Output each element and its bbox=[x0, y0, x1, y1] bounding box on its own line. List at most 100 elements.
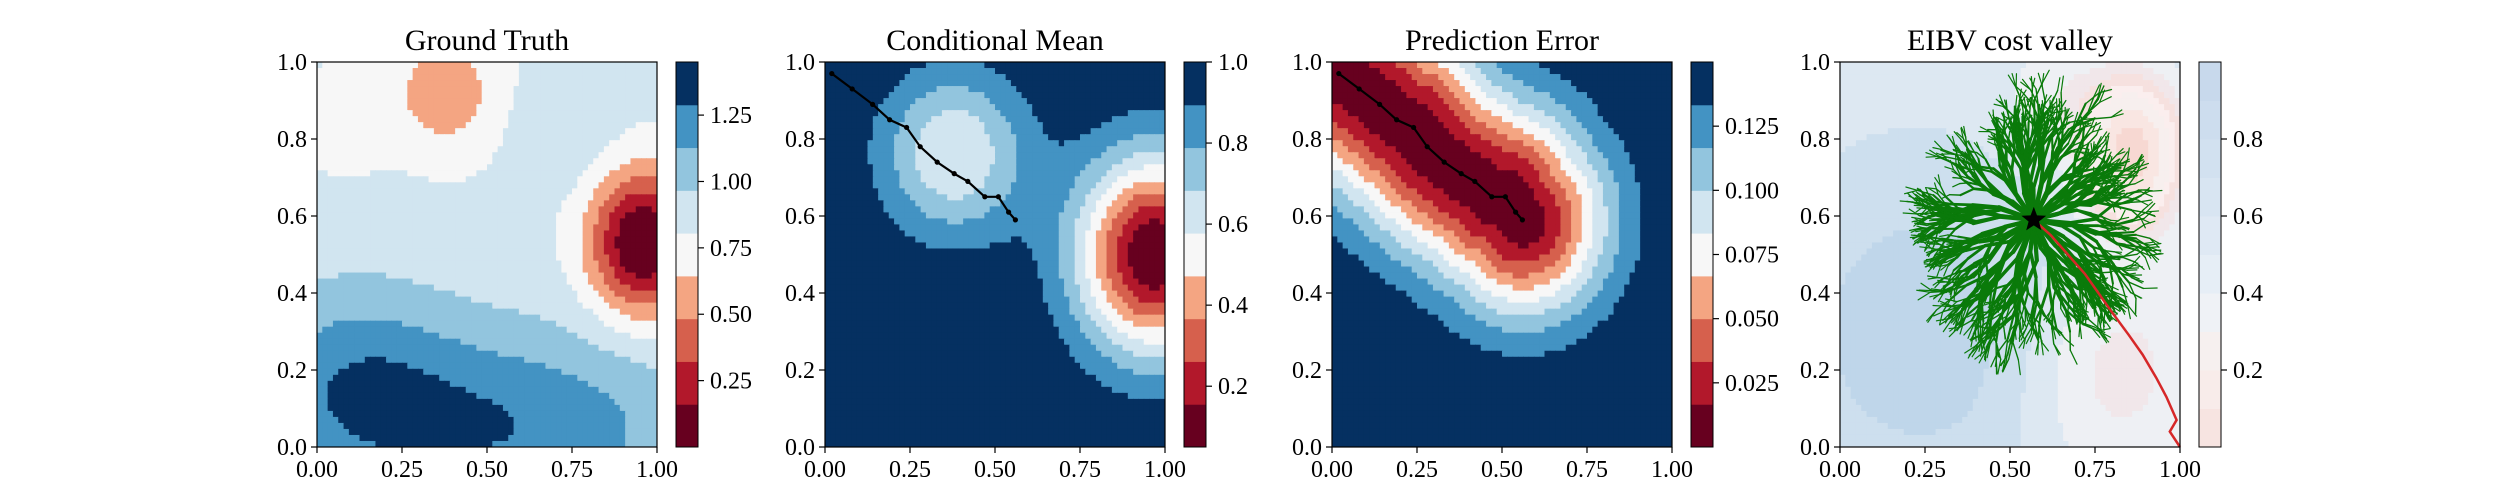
tree-edge bbox=[1915, 205, 1925, 213]
colorbar-segment bbox=[676, 275, 698, 320]
tree-edge bbox=[1931, 263, 1942, 269]
tree-edge bbox=[2004, 337, 2009, 358]
tree-edge bbox=[1961, 154, 1978, 165]
tree-edge bbox=[1993, 119, 1997, 129]
tree-edge bbox=[1970, 203, 2001, 209]
tree-edge bbox=[1919, 207, 1928, 216]
colorbar-segment bbox=[1691, 190, 1713, 234]
tree-edge bbox=[2114, 174, 2129, 177]
tree-edge bbox=[1976, 313, 1987, 320]
tree-edge bbox=[1959, 187, 1976, 197]
tree-edge bbox=[2019, 319, 2022, 331]
tree-edge bbox=[2069, 298, 2077, 310]
tree-edge bbox=[1939, 234, 1949, 238]
tree-edge bbox=[1966, 301, 1984, 316]
tree-edge bbox=[2127, 168, 2137, 176]
tree-edge bbox=[1999, 354, 2009, 366]
tree-edge bbox=[2052, 109, 2067, 114]
tree-edge bbox=[1923, 263, 1938, 266]
x-tick-label: 0.75 bbox=[2074, 457, 2116, 483]
colorbar-segment bbox=[1184, 361, 1206, 405]
tree-edge bbox=[1934, 140, 1944, 151]
tree-edge bbox=[2100, 179, 2111, 183]
tree-edge bbox=[1960, 126, 1967, 138]
tree-edge bbox=[2067, 131, 2074, 145]
tree-edge bbox=[2108, 184, 2124, 200]
tree-edge bbox=[2142, 241, 2154, 245]
tree-edge bbox=[2050, 116, 2057, 126]
tree-edge bbox=[2001, 133, 2008, 150]
x-tick-label: 0.75 bbox=[551, 457, 593, 483]
tree-edge bbox=[2001, 122, 2005, 135]
tree-edge bbox=[1944, 298, 1958, 303]
tree-edge bbox=[2098, 156, 2108, 164]
y-tick-label: 1.0 bbox=[277, 50, 307, 76]
tree-edge bbox=[2072, 300, 2081, 314]
tree-edge bbox=[2140, 199, 2152, 203]
tree-edge bbox=[2091, 166, 2105, 171]
tree-edge bbox=[2020, 152, 2027, 173]
tree-edge bbox=[2106, 290, 2115, 297]
tree-edge bbox=[2103, 194, 2113, 204]
x-tick-label: 0.50 bbox=[466, 457, 508, 483]
tree-edge bbox=[1987, 138, 1996, 141]
tree-edge bbox=[1964, 262, 1976, 278]
tree-edge bbox=[1936, 205, 1954, 217]
tree-edge bbox=[1967, 167, 1986, 190]
tree-edge bbox=[2109, 285, 2119, 291]
colorbar-frame bbox=[1183, 61, 1207, 448]
tree-edge bbox=[2011, 131, 2016, 152]
tree-edge bbox=[1987, 313, 1995, 329]
tree-edge bbox=[1931, 289, 1948, 293]
tree-edge bbox=[2136, 246, 2148, 255]
tree-edge bbox=[1952, 315, 1960, 325]
tree-edge bbox=[2099, 312, 2103, 328]
heatmap-cells bbox=[317, 62, 657, 447]
tree-edge bbox=[1930, 238, 1941, 246]
tree-edge bbox=[1964, 244, 1987, 253]
colorbar-tick-label: 0.75 bbox=[710, 236, 752, 262]
colorbar-tick-label: 0.8 bbox=[1218, 131, 1248, 157]
tree-edge bbox=[2028, 249, 2038, 279]
tree-edge bbox=[2024, 116, 2027, 127]
tree-edge bbox=[1967, 148, 1978, 165]
tree-edge bbox=[2113, 204, 2133, 212]
tree-edge bbox=[1921, 240, 1932, 249]
path-point bbox=[1472, 178, 1478, 184]
tree-edge bbox=[2040, 341, 2044, 356]
colorbar-segment bbox=[1691, 361, 1713, 405]
tree-edge bbox=[2101, 216, 2112, 222]
tree-edge bbox=[2140, 187, 2151, 197]
tree-edge bbox=[2052, 110, 2063, 134]
colorbar-tick-label: 0.4 bbox=[2233, 281, 2263, 307]
tree-edge bbox=[2083, 132, 2091, 142]
tree-edge bbox=[1974, 334, 1988, 347]
tree-edge bbox=[2146, 202, 2156, 213]
tree-edge bbox=[2040, 341, 2050, 352]
tree-edge bbox=[1970, 301, 1984, 322]
tree-edge bbox=[1931, 276, 1944, 279]
colorbar-segment bbox=[2199, 62, 2221, 101]
tree-edge bbox=[1934, 176, 1942, 187]
tree-edge bbox=[1923, 206, 1938, 215]
tree-edge bbox=[2107, 154, 2118, 165]
tree-edge bbox=[2000, 150, 2004, 166]
tree-edge bbox=[2068, 118, 2085, 124]
tree-edge bbox=[2087, 251, 2101, 261]
tree-edge bbox=[2025, 332, 2033, 345]
tree-edge bbox=[1905, 186, 1919, 191]
tree-edge bbox=[2005, 121, 2014, 134]
tree-edge bbox=[2041, 72, 2045, 87]
tree-edge bbox=[2072, 140, 2085, 147]
tree-edge bbox=[2082, 132, 2085, 147]
tree-edge bbox=[1979, 126, 1991, 133]
x-tick-label: 0.25 bbox=[1904, 457, 1946, 483]
tree-edge bbox=[2083, 122, 2087, 134]
tree-edge bbox=[1955, 144, 1963, 155]
tree-edge bbox=[1980, 327, 1990, 339]
tree-edge bbox=[2120, 225, 2130, 229]
x-tick-label: 1.00 bbox=[1651, 457, 1693, 483]
tree-edge bbox=[2038, 161, 2057, 188]
tree-edge bbox=[2108, 181, 2116, 188]
tree-edge bbox=[1950, 275, 1972, 281]
